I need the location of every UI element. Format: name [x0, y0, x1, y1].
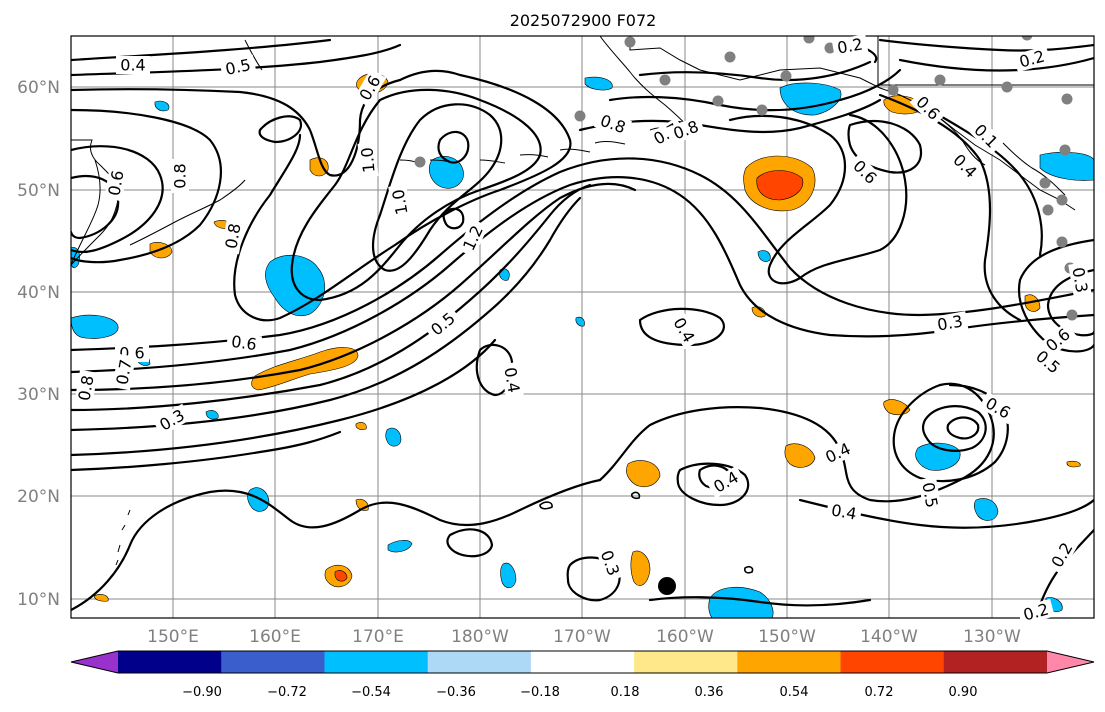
- contour-label: 1.0: [357, 146, 378, 173]
- lon-tick-label: 150°E: [147, 627, 199, 647]
- lon-tick-label: 160°W: [656, 627, 714, 647]
- lat-tick-label: 50°N: [17, 181, 60, 201]
- contour-label: 0.8: [171, 163, 190, 188]
- colorbar-tick-label: −0.72: [267, 685, 307, 700]
- contour-label: 0.2: [836, 34, 864, 57]
- colorbar-segments: [70, 650, 1095, 674]
- contour-label: 0.6: [230, 332, 258, 354]
- map-title: 2025072900 F072: [510, 11, 657, 30]
- longitude-axis: 150°E 160°E 170°E 180°W 170°W 160°W 150°…: [147, 627, 1021, 647]
- lon-tick-label: 140°W: [860, 627, 918, 647]
- lon-tick-label: 170°E: [352, 627, 404, 647]
- lat-tick-label: 10°N: [17, 590, 60, 610]
- lat-tick-label: 20°N: [17, 487, 60, 507]
- contour-label: 0.5: [224, 55, 253, 79]
- colorbar-tick-label: −0.54: [351, 685, 391, 700]
- lon-tick-label: 130°W: [963, 627, 1021, 647]
- station-dots: [414, 36, 1078, 321]
- colorbar-segment: [840, 651, 945, 673]
- colorbar-outline: [70, 650, 1095, 674]
- colorbar-tick-label: −0.90: [182, 685, 222, 700]
- latitude-axis: 60°N 50°N 40°N 30°N 20°N 10°N: [17, 78, 60, 610]
- contour-label: 0.5: [918, 481, 941, 509]
- contour-label: 0.8: [74, 374, 97, 402]
- colorbar: −0.90 −0.72 −0.54 −0.36 −0.18 0.18 0.36 …: [70, 650, 1095, 700]
- contour-label: 0.3: [936, 311, 964, 334]
- contour-label: 0.7: [112, 358, 135, 386]
- lon-tick-label: 160°E: [249, 627, 301, 647]
- contour-lines: [71, 38, 1094, 618]
- colorbar-segment: [118, 651, 222, 673]
- colorbar-tick-label: 0.18: [611, 685, 640, 700]
- storm-marker: [658, 577, 676, 595]
- contour-label: 0.6: [104, 169, 127, 197]
- colorbar-ticks: −0.90 −0.72 −0.54 −0.36 −0.18 0.18 0.36 …: [182, 685, 977, 700]
- map-frame: [70, 35, 1095, 619]
- colorbar-segment: [737, 651, 842, 673]
- colorbar-tick-label: 0.72: [865, 685, 894, 700]
- colorbar-segment: [221, 651, 325, 673]
- lon-tick-label: 150°W: [758, 627, 816, 647]
- lat-tick-label: 30°N: [17, 385, 60, 405]
- gridlines: [71, 36, 1094, 618]
- contour-label: 0.8: [221, 222, 244, 250]
- colorbar-tick-label: −0.18: [520, 685, 560, 700]
- colorbar-tick-label: 0.36: [695, 685, 724, 700]
- lat-tick-label: 60°N: [17, 78, 60, 98]
- contour-label: 0.4: [120, 56, 145, 75]
- colorbar-segment: [943, 651, 1048, 673]
- contour-label: 0.4: [830, 500, 858, 523]
- colorbar-tick-label: −0.36: [436, 685, 476, 700]
- colorbar-tick-label: 0.90: [949, 685, 978, 700]
- lon-tick-label: 180°W: [451, 627, 509, 647]
- colorbar-extend-min: [71, 651, 118, 673]
- contour-label: 0.4: [500, 366, 523, 394]
- lat-tick-label: 40°N: [17, 283, 60, 303]
- colorbar-segment: [427, 651, 532, 673]
- lon-tick-label: 170°W: [553, 627, 611, 647]
- contour-label: 1.0: [388, 188, 411, 216]
- colorbar-extend-max: [1047, 651, 1094, 673]
- contour-label: 0.3: [1068, 266, 1091, 294]
- colorbar-segment: [530, 651, 635, 673]
- colorbar-tick-label: 0.54: [780, 685, 809, 700]
- colorbar-segment: [324, 651, 429, 673]
- colorbar-segment: [634, 651, 738, 673]
